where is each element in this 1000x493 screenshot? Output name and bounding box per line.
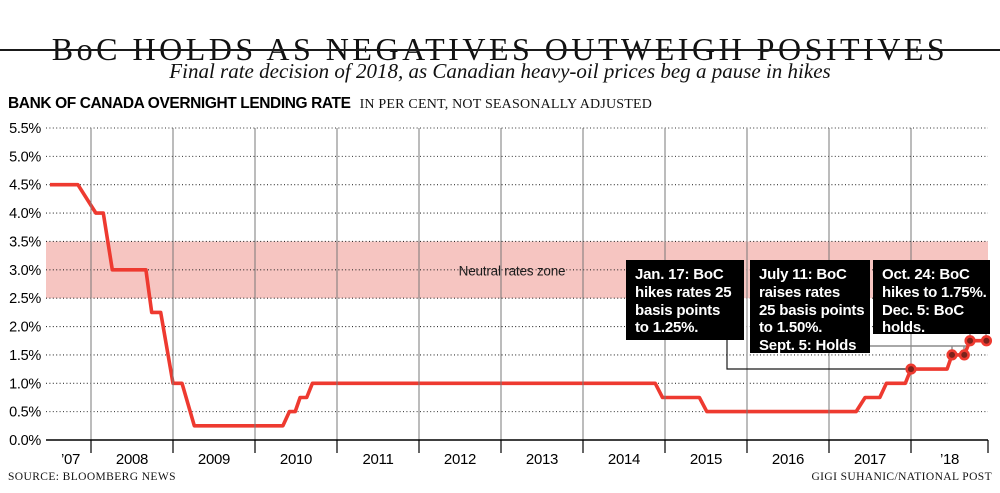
rate-decision-marker <box>905 363 917 375</box>
y-tick-label: 2.5% <box>9 291 41 307</box>
x-tick-label: 2016 <box>772 451 804 468</box>
footer-source: SOURCE: BLOOMBERG NEWS <box>8 471 176 483</box>
x-tick-label: 2017 <box>854 451 886 468</box>
y-tick-label: 5.5% <box>9 121 41 137</box>
x-tick-label: 2014 <box>608 451 640 468</box>
rate-decision-marker <box>946 349 958 361</box>
callout-line: raises rates <box>759 283 841 301</box>
neutral-zone-label: Neutral rates zone <box>459 264 566 279</box>
chart-series-label: BANK OF CANADA OVERNIGHT LENDING RATE <box>8 95 351 112</box>
callout-line: 25 basis points <box>759 301 865 319</box>
callout-line: Oct. 24: BoC <box>882 266 970 283</box>
rate-decision-marker <box>964 335 976 347</box>
title-divider-rule <box>0 49 1000 51</box>
x-tick-label: 2008 <box>116 451 148 468</box>
chart-series-row: BANK OF CANADA OVERNIGHT LENDING RATE IN … <box>8 95 652 113</box>
rate-decision-marker <box>980 335 993 347</box>
callout-line: Dec. 5: BoC <box>882 301 964 319</box>
y-tick-label: 5.0% <box>9 149 41 165</box>
callout-line: holds. <box>882 319 925 337</box>
callout-july11: July 11: BoC raises rates 25 basis points t… <box>750 260 870 355</box>
callout-line: to 1.50%. <box>759 319 823 337</box>
y-tick-label: 3.0% <box>9 263 41 279</box>
leader-line-jan17 <box>726 340 906 370</box>
y-tick-label: 3.5% <box>9 234 41 250</box>
callout-line: Sept. 5: Holds <box>759 337 857 355</box>
x-tick-label: 2013 <box>526 451 558 468</box>
y-tick-label: 1.0% <box>9 376 41 392</box>
x-tick-label: 2009 <box>198 451 230 468</box>
y-tick-label: 4.5% <box>9 178 41 194</box>
chart-series-qualifier: IN PER CENT, NOT SEASONALLY ADJUSTED <box>359 97 653 112</box>
y-tick-label: 2.0% <box>9 320 41 336</box>
footer-credit: GIGI SUHANIC/NATIONAL POST <box>811 471 992 483</box>
callout-line: Jan. 17: BoC <box>635 266 724 283</box>
y-tick-label: 4.0% <box>9 206 41 222</box>
callout-line: to 1.25%. <box>635 319 699 337</box>
y-tick-label: 0.0% <box>9 433 41 449</box>
callout-line: hikes to 1.75%. <box>882 283 987 301</box>
x-tick-label: ’18 <box>940 451 959 468</box>
callout-line: July 11: BoC <box>759 266 847 283</box>
callout-line: hikes rates 25 <box>635 283 732 301</box>
y-tick-label: 1.5% <box>9 348 41 364</box>
callout-line: basis points <box>635 301 721 319</box>
page-subtitle: Final rate decision of 2018, as Canadian… <box>169 59 831 83</box>
x-tick-label: ’07 <box>61 451 80 468</box>
x-tick-label: 2012 <box>444 451 476 468</box>
callout-oct24: Oct. 24: BoC hikes to 1.75%. Dec. 5: BoC ho… <box>873 260 990 337</box>
y-tick-label: 0.5% <box>9 405 41 421</box>
callout-jan17: Jan. 17: BoC hikes rates 25 basis points to… <box>626 260 744 340</box>
x-tick-label: 2011 <box>362 451 393 468</box>
x-tick-label: 2010 <box>280 451 312 468</box>
x-tick-label: 2015 <box>690 451 722 468</box>
rate-decision-marker <box>958 349 970 361</box>
